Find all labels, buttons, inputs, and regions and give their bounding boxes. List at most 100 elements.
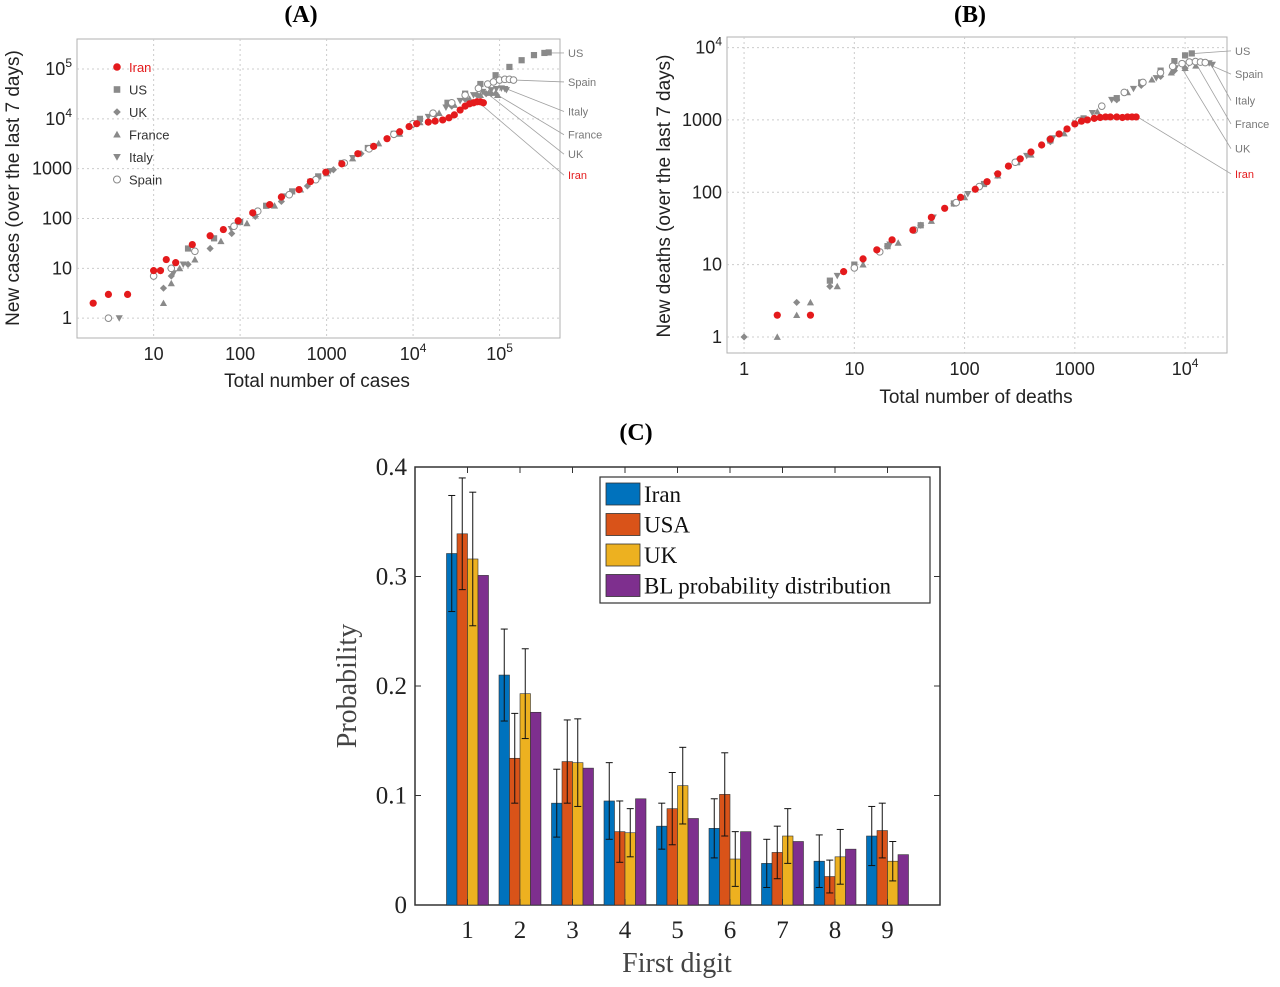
b-point-spain xyxy=(1120,88,1129,97)
a-legend-marker-spain xyxy=(113,175,121,184)
c-y-tick-label: 0.1 xyxy=(376,783,407,810)
chart-c-x-axis-label: First digit xyxy=(622,948,732,979)
b-x-tick-label: 104 xyxy=(1172,356,1199,379)
c-x-tick-label: 7 xyxy=(776,917,789,944)
chart-c-y-ticks: 0 0.1 0.2 0.3 0.4 xyxy=(376,454,940,919)
a-legend-label-iran: Iran xyxy=(129,60,151,75)
b-point-france xyxy=(894,239,902,246)
b-point-italy xyxy=(964,190,972,198)
a-point-uk xyxy=(228,229,236,238)
c-bar-bl-probability-distribution xyxy=(635,798,647,906)
b-point-iran xyxy=(1071,120,1079,128)
c-y-tick-label: 0.3 xyxy=(376,564,407,591)
c-legend-label-iran: Iran xyxy=(644,482,682,507)
a-end-label-uk: UK xyxy=(568,149,584,161)
b-y-tick-label: 10 xyxy=(702,255,722,275)
chart-a-x-ticks: 10 100 1000 104 105 xyxy=(144,341,514,364)
a-point-us xyxy=(477,80,484,88)
b-point-italy xyxy=(1088,110,1096,117)
chart-c-x-ticks: 1 2 3 4 5 6 7 8 9 xyxy=(461,467,894,944)
b-point-us xyxy=(1171,58,1178,65)
b-point-iran xyxy=(1046,135,1054,143)
b-end-label-italy: Italy xyxy=(1235,96,1256,108)
b-point-uk xyxy=(883,242,892,250)
b-point-france xyxy=(793,311,801,319)
b-point-iran xyxy=(773,311,781,319)
a-point-italy xyxy=(349,154,357,162)
a-point-france xyxy=(243,219,251,227)
b-point-iran xyxy=(927,213,935,221)
a-point-iran xyxy=(413,120,421,128)
a-leader-france xyxy=(497,94,565,136)
b-leader-us xyxy=(1189,50,1232,55)
a-point-spain xyxy=(429,109,437,117)
b-point-spain xyxy=(1168,62,1177,71)
a-point-us xyxy=(492,72,499,79)
a-legend-marker-iran xyxy=(113,63,121,71)
a-end-label-us: US xyxy=(568,48,583,60)
a-legend-marker-italy xyxy=(113,153,121,161)
a-point-iran xyxy=(439,116,447,124)
a-point-france xyxy=(191,255,199,263)
a-legend-marker-france xyxy=(113,130,121,138)
a-point-spain xyxy=(489,78,498,86)
b-x-tick-label: 1 xyxy=(739,359,749,379)
a-point-us xyxy=(518,57,525,64)
a-point-italy xyxy=(487,87,495,94)
c-bar-bl-probability-distribution xyxy=(845,848,857,906)
c-x-tick-label: 6 xyxy=(724,917,737,944)
a-end-label-spain: Spain xyxy=(568,77,596,89)
a-leader-uk xyxy=(490,96,565,155)
a-x-tick-label: 1000 xyxy=(307,344,347,364)
c-x-tick-label: 3 xyxy=(566,917,579,944)
a-point-us xyxy=(210,235,218,242)
c-legend-label-usa: USA xyxy=(644,513,690,538)
a-point-iran xyxy=(206,232,214,240)
a-point-spain xyxy=(104,314,113,322)
c-legend-box xyxy=(599,476,931,604)
a-end-label-iran: Iran xyxy=(568,170,587,182)
c-bar-bl-probability-distribution xyxy=(740,831,752,906)
a-point-france xyxy=(159,299,168,307)
a-point-iran xyxy=(445,114,453,122)
a-point-uk xyxy=(159,284,168,292)
b-point-uk xyxy=(740,333,748,341)
a-legend-label-spain: Spain xyxy=(129,173,162,188)
b-point-iran xyxy=(1027,148,1035,156)
chart-a-y-axis-label: New cases (over the last 7 days) xyxy=(3,50,24,326)
a-point-italy xyxy=(456,97,464,105)
a-point-us xyxy=(541,49,548,57)
c-legend-swatch-uk xyxy=(605,543,641,567)
a-leader-italy xyxy=(506,88,565,112)
chart-c-legend: Iran USA UK BL probability distribution xyxy=(599,476,931,604)
a-x-tick-label: 105 xyxy=(486,341,513,364)
b-point-iran xyxy=(956,193,965,201)
c-y-tick-label: 0 xyxy=(395,892,408,919)
b-point-uk xyxy=(917,221,925,229)
a-point-iran xyxy=(450,111,458,119)
chart-a-points xyxy=(89,49,552,322)
a-point-italy xyxy=(502,87,510,94)
a-x-tick-label: 100 xyxy=(225,344,255,364)
a-point-france xyxy=(176,264,184,272)
b-point-iran xyxy=(888,236,896,244)
a-point-uk xyxy=(482,90,490,98)
c-y-tick-label: 0.2 xyxy=(376,673,407,700)
chart-c-y-axis-label: Probability xyxy=(332,624,363,748)
a-point-iran xyxy=(306,178,315,186)
b-point-iran xyxy=(1113,113,1121,121)
a-point-iran xyxy=(456,106,464,114)
a-x-tick-label: 104 xyxy=(400,341,427,364)
a-point-iran xyxy=(89,299,97,307)
a-legend-marker-uk xyxy=(113,108,121,116)
a-point-france xyxy=(270,202,279,209)
b-point-spain xyxy=(1178,59,1186,68)
a-point-iran xyxy=(234,217,242,225)
a-point-iran xyxy=(266,201,274,209)
b-point-iran xyxy=(1063,125,1071,133)
a-point-iran xyxy=(338,160,346,168)
b-x-tick-label: 100 xyxy=(950,359,980,379)
b-point-france xyxy=(1167,69,1175,76)
b-y-tick-label: 100 xyxy=(692,182,722,202)
a-point-iran xyxy=(249,209,257,217)
